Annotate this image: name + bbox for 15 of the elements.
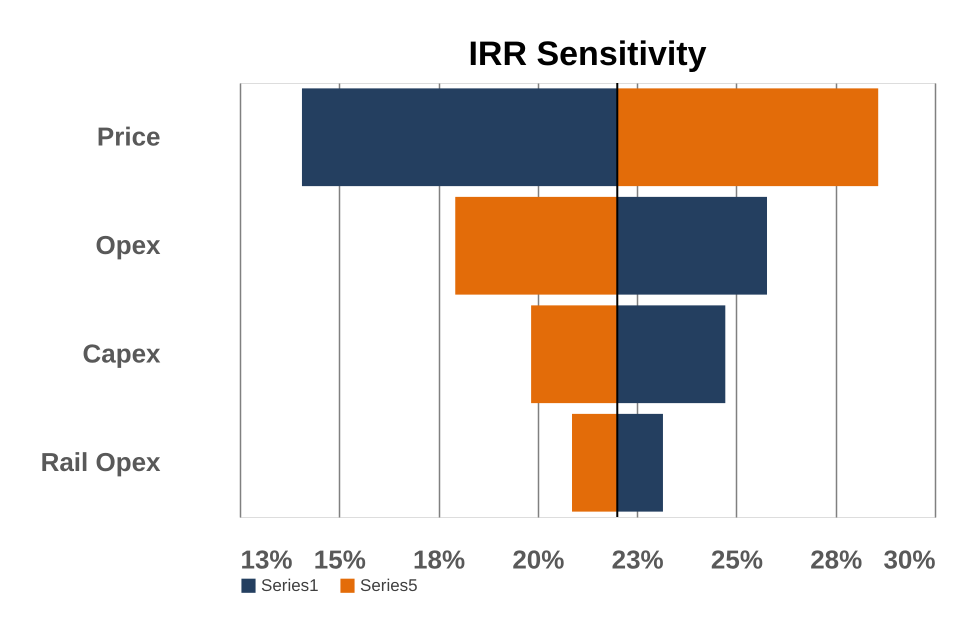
x-tick-label: 28%	[810, 544, 862, 574]
x-tick-label: 20%	[512, 544, 564, 574]
y-tick-label: Opex	[95, 230, 162, 260]
x-tick-label: 23%	[612, 544, 664, 574]
x-tick-label: 18%	[413, 544, 466, 574]
y-tick-label: Rail Opex	[40, 446, 162, 477]
x-tick-label: 15%	[314, 544, 366, 574]
y-tick-label: Price	[96, 121, 160, 152]
legend-label: Series1	[261, 576, 319, 595]
legend-label: Series5	[360, 576, 418, 595]
x-tick-label: 25%	[710, 544, 763, 574]
x-tick-label: 30%	[883, 544, 936, 574]
chart-title: IRR Sensitivity	[468, 35, 707, 73]
x-tick-label: 13%	[240, 544, 293, 574]
y-tick-label: Capex	[82, 338, 162, 368]
